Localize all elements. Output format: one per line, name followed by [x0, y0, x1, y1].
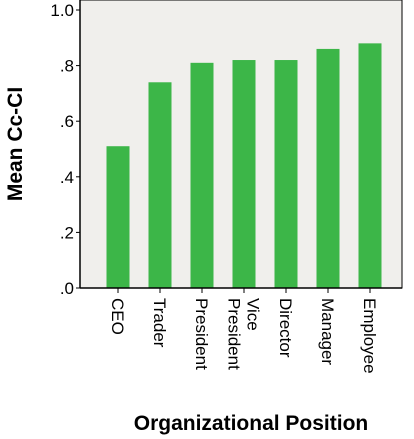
- x-axis-title: Organizational Position: [134, 412, 369, 435]
- y-tick-label: .6: [60, 112, 74, 131]
- x-category-text: Vice: [244, 298, 263, 331]
- y-tick-label: .4: [60, 168, 74, 187]
- bars-group: [106, 43, 382, 288]
- y-tick-label: .2: [60, 223, 74, 242]
- x-category-label: Employee: [360, 298, 379, 374]
- x-category-label: Manager: [318, 298, 337, 365]
- x-category-text: President: [192, 298, 211, 370]
- y-tick-label: 1.0: [50, 1, 74, 20]
- axes-group: [79, 0, 402, 289]
- bar-director: [274, 60, 298, 288]
- bar-president: [190, 62, 214, 288]
- x-category-text: Manager: [318, 298, 337, 365]
- x-category-text: Director: [276, 298, 295, 358]
- y-tick-label: .8: [60, 57, 74, 76]
- x-category-label: President: [192, 298, 211, 370]
- x-category-text: Trader: [150, 298, 169, 348]
- x-category-text: President: [225, 298, 244, 370]
- bar-ceo: [106, 146, 130, 288]
- bar-employee: [358, 43, 382, 288]
- x-category-label: Director: [276, 298, 295, 358]
- y-ticks-group: .0 .2 .4 .6 .8 1.0: [50, 1, 80, 298]
- bar-vice-president: [232, 60, 256, 288]
- bar-trader: [148, 82, 172, 288]
- x-category-label: CEO: [108, 298, 127, 335]
- x-category-label: Trader: [150, 298, 169, 348]
- y-tick-label: .0: [60, 279, 74, 298]
- y-axis-title: Mean Cc-CI: [4, 87, 27, 201]
- bar-manager: [316, 48, 340, 288]
- x-category-text: CEO: [108, 298, 127, 335]
- x-category-text: Employee: [360, 298, 379, 374]
